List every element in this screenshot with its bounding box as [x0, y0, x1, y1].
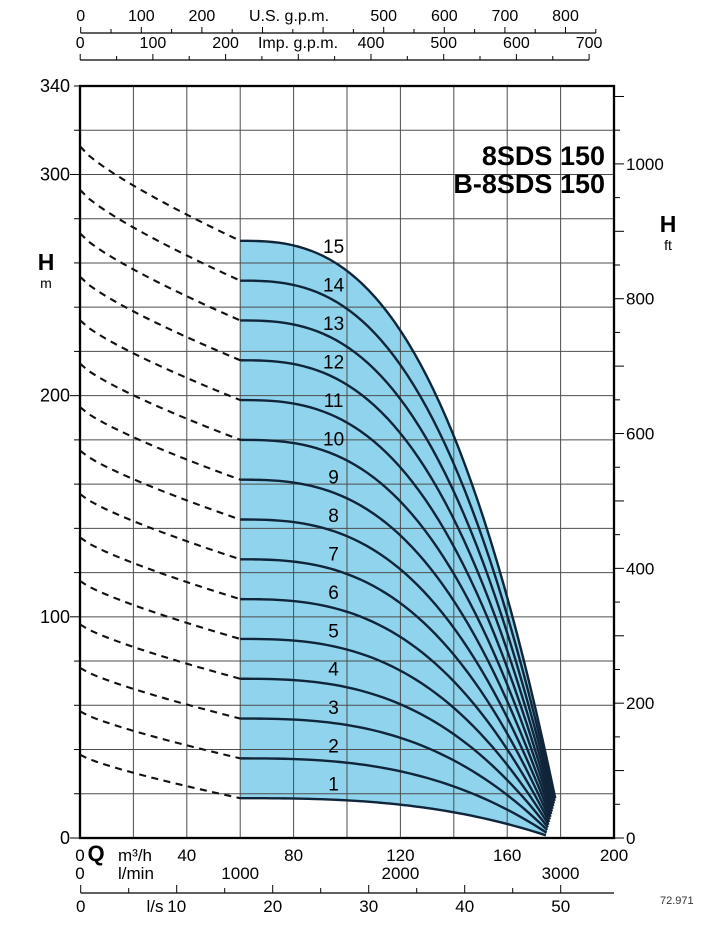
svg-text:8SDS 150: 8SDS 150: [482, 141, 605, 171]
svg-text:600: 600: [503, 35, 530, 52]
svg-text:100: 100: [140, 35, 167, 52]
svg-text:800: 800: [552, 8, 579, 25]
svg-text:50: 50: [551, 897, 570, 916]
svg-text:200: 200: [212, 35, 239, 52]
svg-text:7: 7: [328, 545, 339, 566]
svg-text:5: 5: [328, 621, 339, 642]
svg-text:0: 0: [75, 864, 84, 883]
svg-text:400: 400: [626, 559, 654, 578]
svg-text:14: 14: [323, 275, 345, 296]
svg-text:600: 600: [626, 425, 654, 444]
svg-text:340: 340: [40, 76, 70, 96]
svg-text:Imp. g.p.m.: Imp. g.p.m.: [258, 35, 338, 52]
svg-text:10: 10: [167, 897, 186, 916]
svg-text:500: 500: [370, 8, 397, 25]
svg-text:800: 800: [626, 290, 654, 309]
svg-text:0: 0: [76, 897, 85, 916]
svg-text:0: 0: [60, 828, 70, 848]
svg-text:200: 200: [626, 694, 654, 713]
svg-text:12: 12: [323, 352, 344, 373]
svg-text:H: H: [660, 211, 677, 237]
svg-text:3000: 3000: [542, 864, 580, 883]
svg-text:m³/h: m³/h: [118, 846, 152, 865]
svg-text:1000: 1000: [221, 864, 259, 883]
svg-text:160: 160: [493, 846, 521, 865]
svg-text:300: 300: [40, 165, 70, 185]
svg-text:4: 4: [328, 660, 339, 681]
svg-text:U.S. g.p.m.: U.S. g.p.m.: [249, 8, 329, 25]
svg-text:72.971: 72.971: [660, 895, 694, 907]
svg-text:30: 30: [359, 897, 378, 916]
svg-text:40: 40: [177, 846, 196, 865]
svg-text:10: 10: [323, 429, 344, 450]
svg-text:1: 1: [328, 775, 339, 796]
svg-text:200: 200: [40, 386, 70, 406]
svg-text:0: 0: [76, 8, 85, 25]
svg-text:80: 80: [284, 846, 303, 865]
svg-text:40: 40: [455, 897, 474, 916]
svg-text:20: 20: [263, 897, 282, 916]
svg-text:11: 11: [324, 391, 344, 412]
svg-text:2: 2: [328, 736, 339, 757]
svg-text:Q: Q: [87, 841, 104, 866]
svg-text:3: 3: [328, 698, 339, 719]
svg-text:200: 200: [189, 8, 216, 25]
svg-text:1000: 1000: [626, 155, 664, 174]
svg-text:400: 400: [358, 35, 385, 52]
svg-text:100: 100: [128, 8, 155, 25]
svg-text:9: 9: [328, 468, 339, 489]
svg-text:2000: 2000: [381, 864, 419, 883]
svg-text:200: 200: [600, 846, 628, 865]
svg-text:6: 6: [328, 583, 339, 604]
svg-text:700: 700: [576, 35, 603, 52]
svg-text:H: H: [38, 249, 55, 275]
svg-text:m: m: [40, 275, 52, 291]
svg-text:0: 0: [75, 846, 84, 865]
svg-text:0: 0: [76, 35, 85, 52]
svg-text:l/min: l/min: [118, 864, 154, 883]
svg-text:ft: ft: [664, 237, 672, 253]
svg-text:l/s: l/s: [147, 897, 164, 916]
svg-text:B-8SDS 150: B-8SDS 150: [453, 169, 605, 199]
svg-text:500: 500: [430, 35, 457, 52]
svg-text:600: 600: [431, 8, 458, 25]
svg-text:15: 15: [323, 237, 344, 258]
svg-text:120: 120: [386, 846, 414, 865]
svg-text:100: 100: [40, 607, 70, 627]
svg-text:13: 13: [323, 314, 344, 335]
svg-text:700: 700: [492, 8, 519, 25]
svg-text:8: 8: [328, 506, 339, 527]
